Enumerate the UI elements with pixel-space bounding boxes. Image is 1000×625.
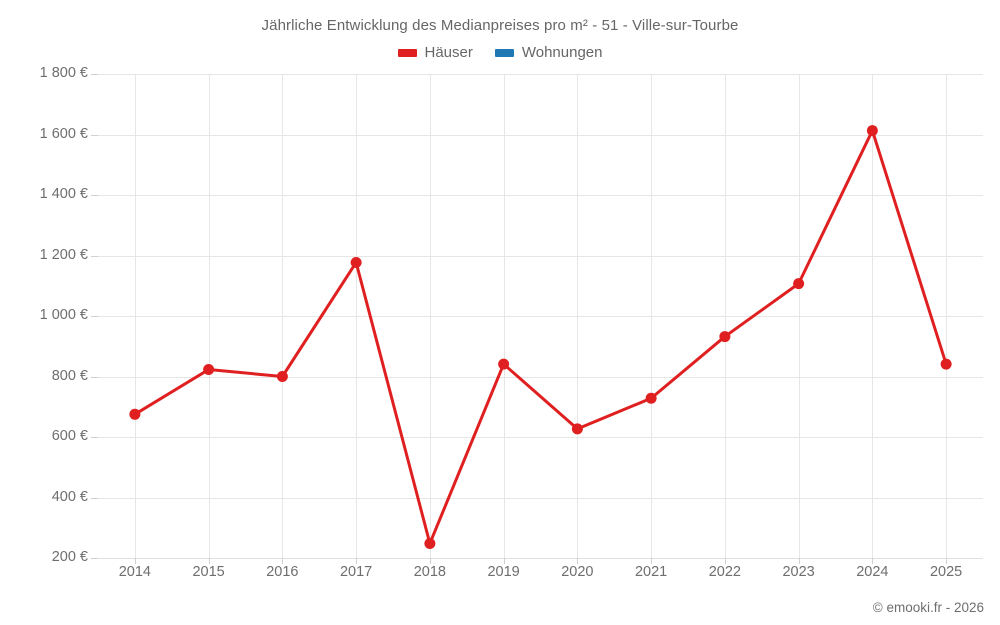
gridline-vertical xyxy=(577,74,579,558)
legend-swatch-icon xyxy=(494,48,514,57)
x-axis-tick-mark xyxy=(282,558,284,564)
x-axis-tick-mark xyxy=(503,558,505,564)
x-axis-line xyxy=(98,558,983,559)
y-axis-tick-label: 800 € xyxy=(51,367,88,384)
legend-item-2[interactable]: Wohnungen xyxy=(494,44,603,61)
y-axis-tick-mark xyxy=(91,437,98,438)
data-point[interactable] xyxy=(866,125,878,137)
x-axis-tick-label: 2024 xyxy=(856,564,889,580)
gridline-vertical xyxy=(503,74,505,558)
data-point[interactable] xyxy=(203,364,215,376)
chart-title: Jährliche Entwicklung des Medianpreises … xyxy=(261,17,739,34)
data-point[interactable] xyxy=(793,278,805,290)
gridline-horizontal xyxy=(98,437,983,438)
x-axis-tick-mark xyxy=(724,558,726,564)
gridline-horizontal xyxy=(98,255,983,257)
y-axis-tick-mark xyxy=(91,558,98,559)
x-axis-tick-mark xyxy=(577,558,579,564)
y-axis-tick-label: 1 600 € xyxy=(39,125,88,142)
gridline-horizontal xyxy=(98,497,983,499)
y-axis-tick-mark xyxy=(91,255,98,257)
x-axis-tick-mark xyxy=(798,558,800,564)
y-axis-tick-label: 400 € xyxy=(51,488,88,505)
gridline-vertical xyxy=(134,74,136,558)
x-axis-tick-label: 2014 xyxy=(118,564,151,580)
x-axis-tick-label: 2015 xyxy=(192,564,225,580)
x-axis-tick-mark xyxy=(208,558,210,564)
y-axis-tick-label: 1 400 € xyxy=(39,186,88,202)
data-point[interactable] xyxy=(350,256,362,268)
y-axis-tick-mark xyxy=(91,376,98,378)
gridline-horizontal xyxy=(98,316,983,317)
data-point[interactable] xyxy=(276,371,288,382)
series-1 xyxy=(129,125,952,549)
y-axis: 1 800 € 1 600 € 1 400 € 1 200 € 1 000 € 800 €… xyxy=(0,65,1000,565)
x-axis-tick-label: 2021 xyxy=(634,564,668,580)
gridline-horizontal xyxy=(98,134,983,136)
y-axis-tick-mark xyxy=(91,497,98,499)
legend-label: Häuser xyxy=(424,44,473,61)
x-axis-tick-mark xyxy=(946,558,948,564)
y-axis-tick-mark xyxy=(91,316,98,317)
x-axis-tick-mark xyxy=(356,558,358,564)
x-axis-tick-label: 2016 xyxy=(266,564,299,580)
legend-label: Wohnungen xyxy=(521,44,603,61)
legend-swatch-icon xyxy=(397,48,417,57)
x-axis-tick-label: 2025 xyxy=(929,564,963,580)
gridline-vertical xyxy=(208,74,210,558)
gridline-vertical xyxy=(872,74,874,558)
y-axis-tick-mark xyxy=(91,134,98,136)
gridline-vertical xyxy=(429,74,431,558)
y-axis-tick-label: 200 € xyxy=(51,549,88,565)
x-axis-tick-mark xyxy=(651,558,653,564)
gridline-vertical xyxy=(651,74,653,558)
y-axis-tick-mark xyxy=(91,74,98,75)
footer-credit: © emooki.fr - 2026 xyxy=(872,600,984,615)
data-point[interactable] xyxy=(498,358,510,370)
x-axis-tick-label: 2017 xyxy=(339,564,373,580)
y-axis-tick-label: 1 800 € xyxy=(39,65,88,81)
data-point[interactable] xyxy=(129,408,141,420)
data-point[interactable] xyxy=(645,392,657,404)
x-axis-tick-mark xyxy=(134,558,136,564)
data-point[interactable] xyxy=(571,423,583,435)
x-axis-tick-label: 2020 xyxy=(561,564,594,580)
chart-legend: Häuser Wohnungen xyxy=(0,44,1000,61)
y-axis-tick-label: 1 000 € xyxy=(39,307,88,323)
gridline-vertical xyxy=(724,74,726,558)
y-axis-tick-label: 1 200 € xyxy=(39,246,88,263)
legend-item-1[interactable]: Häuser xyxy=(397,44,473,61)
y-axis-tick-label: 600 € xyxy=(51,428,88,444)
x-axis-tick-label: 2019 xyxy=(487,564,520,580)
gridline-horizontal xyxy=(98,74,983,75)
gridline-horizontal xyxy=(98,195,983,196)
x-axis-tick-mark xyxy=(872,558,874,564)
gridline-vertical xyxy=(798,74,800,558)
data-point[interactable] xyxy=(424,537,436,549)
x-axis-tick-mark xyxy=(429,558,431,564)
gridline-horizontal xyxy=(98,376,983,378)
y-axis-tick-mark xyxy=(91,195,98,196)
series-line xyxy=(133,129,948,545)
gridline-vertical xyxy=(356,74,358,558)
gridline-vertical xyxy=(282,74,284,558)
data-point[interactable] xyxy=(940,358,952,370)
gridline-vertical xyxy=(946,74,948,558)
data-point[interactable] xyxy=(719,331,731,343)
x-axis: 2014 2015 2016 2017 2018 2019 2020 2021 2022 2023… xyxy=(98,564,983,588)
x-axis-tick-label: 2018 xyxy=(413,564,446,580)
x-axis-tick-label: 2022 xyxy=(708,564,741,580)
x-axis-tick-label: 2023 xyxy=(782,564,815,580)
